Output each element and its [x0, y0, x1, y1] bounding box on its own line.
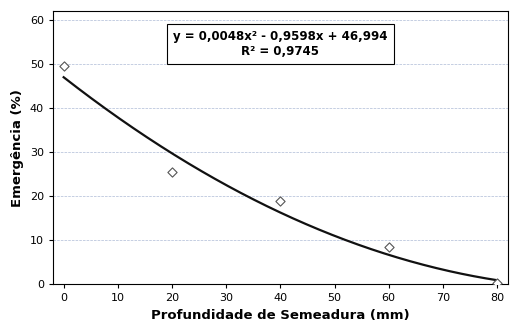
Point — [60, 64, 68, 69]
Point — [385, 244, 393, 249]
X-axis label: Profundidade de Semeadura (mm): Profundidade de Semeadura (mm) — [151, 309, 409, 322]
Point — [168, 169, 176, 174]
Text: y = 0,0048x² - 0,9598x + 46,994
R² = 0,9745: y = 0,0048x² - 0,9598x + 46,994 R² = 0,9… — [173, 30, 388, 58]
Point — [276, 198, 284, 203]
Point — [493, 280, 501, 286]
Y-axis label: Emergência (%): Emergência (%) — [11, 89, 24, 207]
